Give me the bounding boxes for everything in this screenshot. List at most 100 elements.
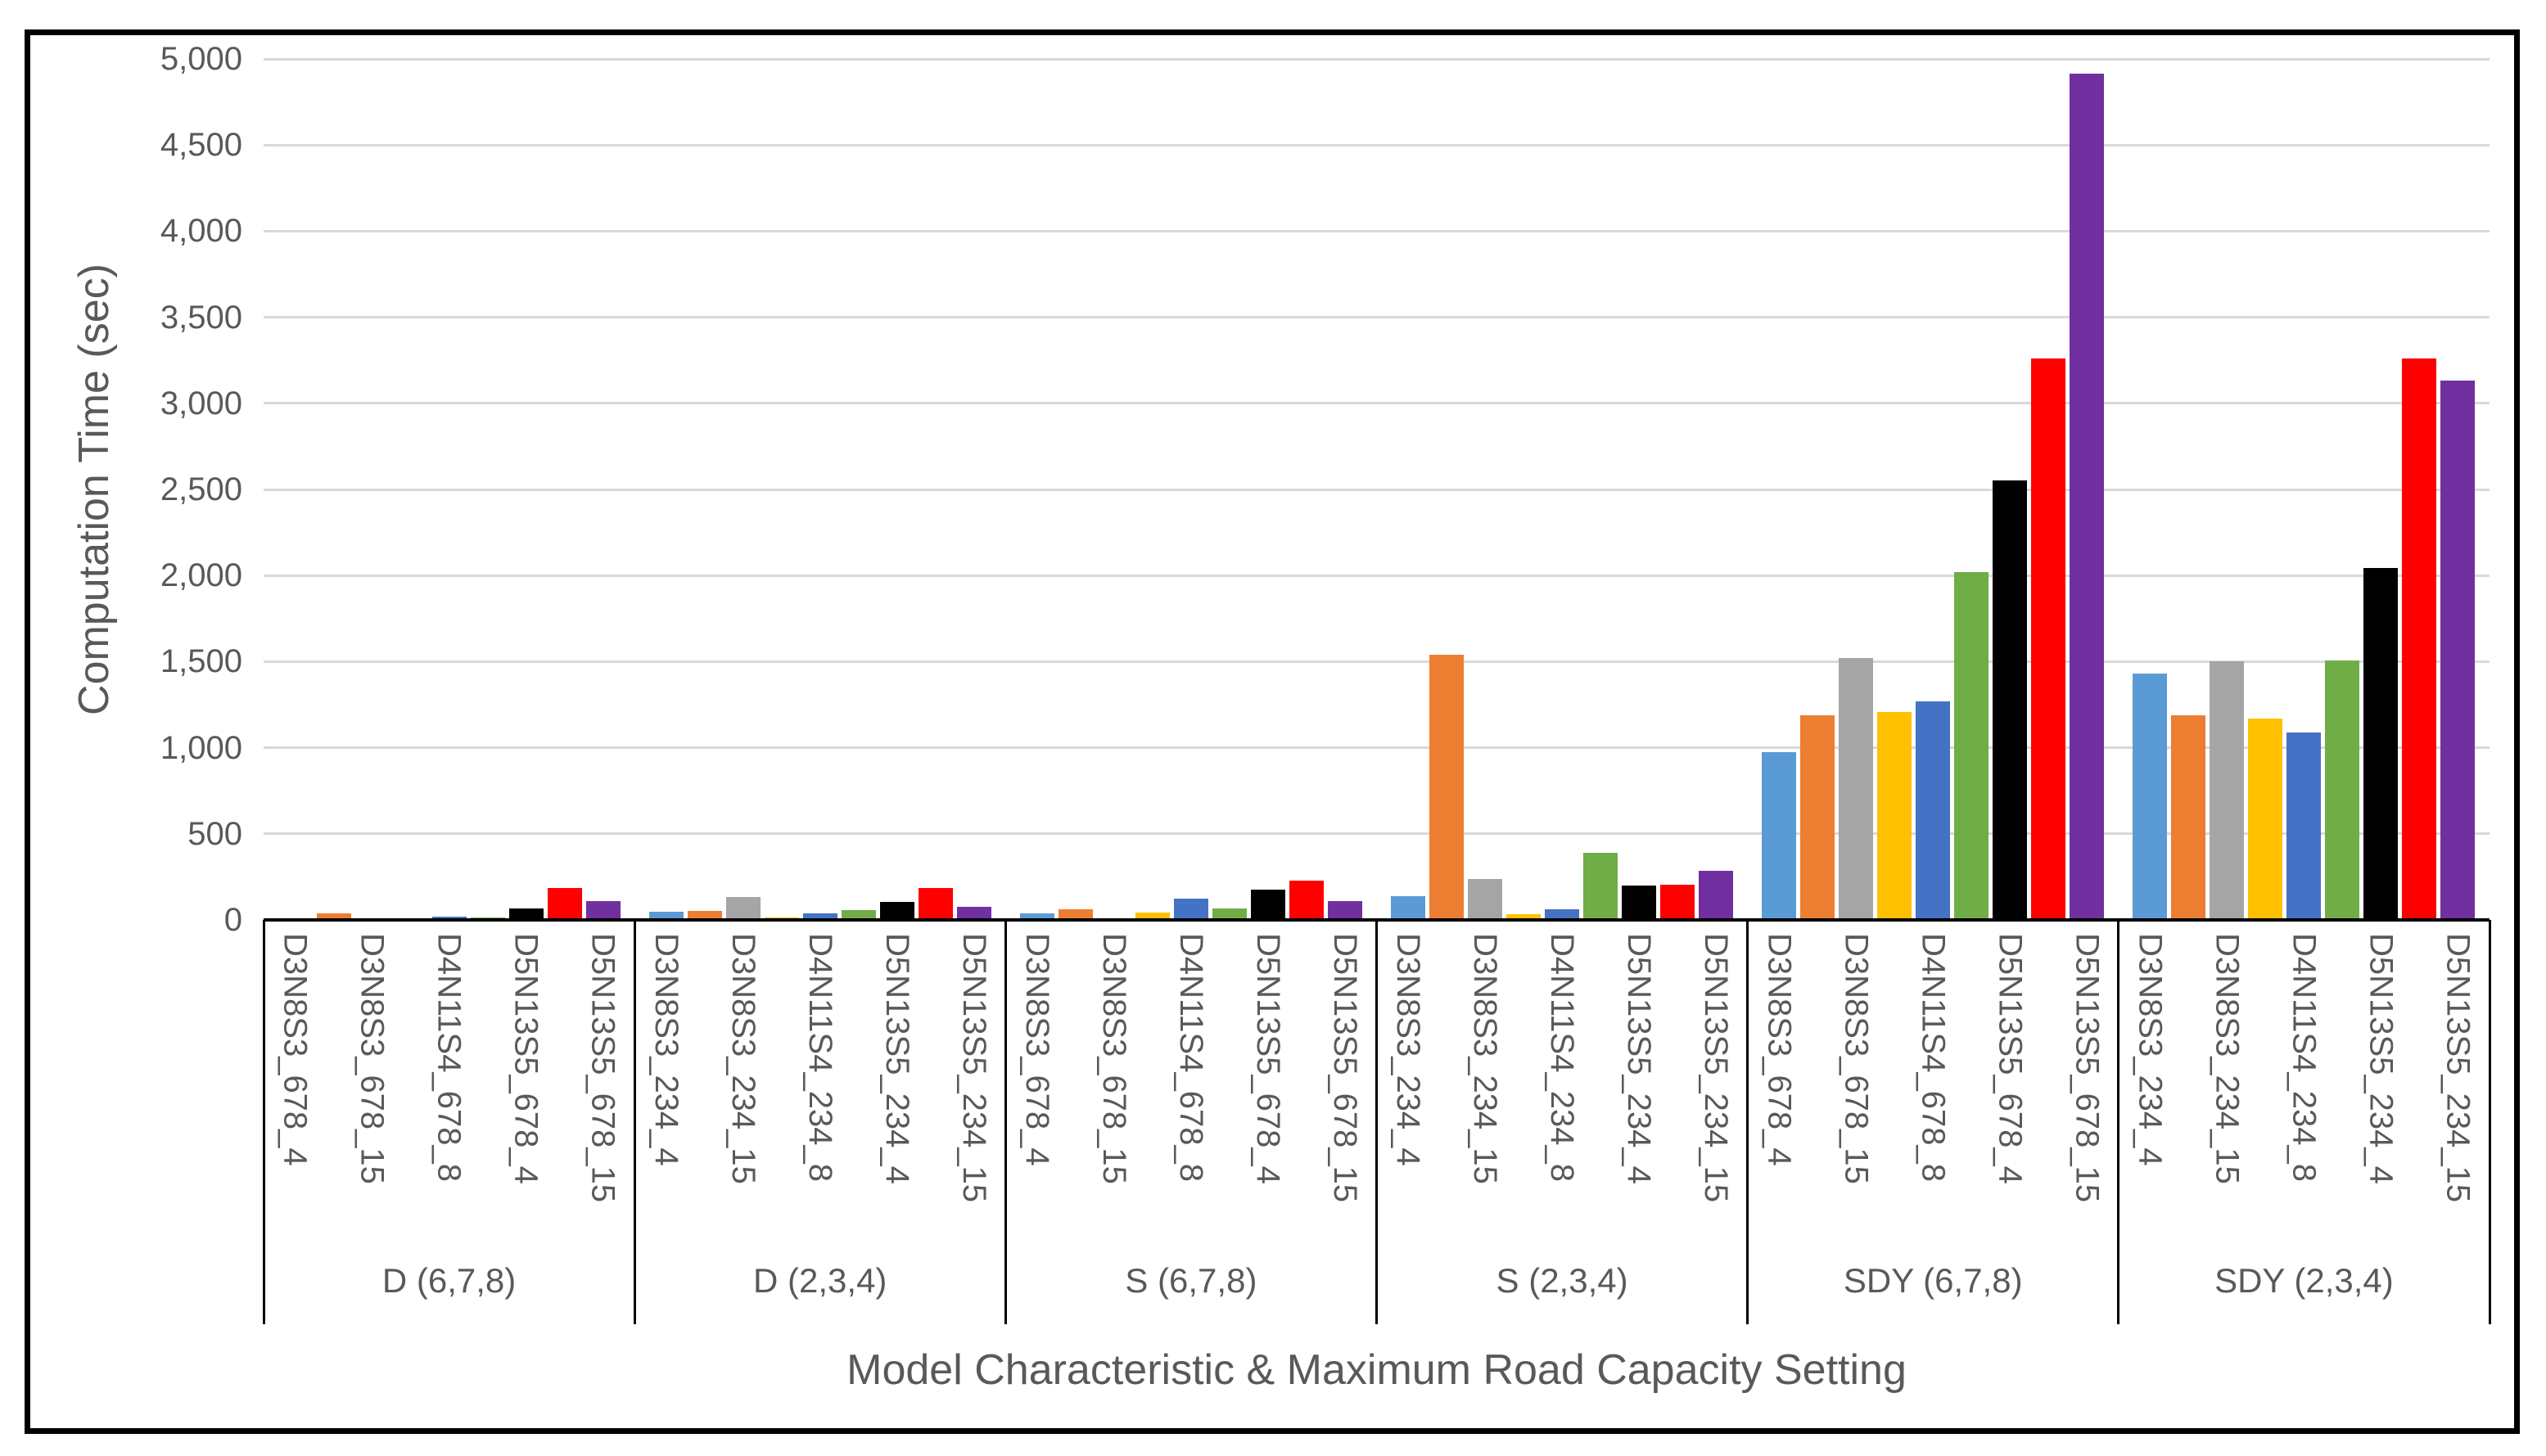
x-tick-label: D5N13S5_234_15 bbox=[955, 933, 992, 1203]
y-tick-label-3500: 3,500 bbox=[160, 299, 242, 336]
bar-SDY (2,3,4)-4 bbox=[2286, 732, 2322, 920]
x-tick-label: D5N13S5_678_15 bbox=[585, 933, 621, 1203]
bar-SDY (2,3,4)-5 bbox=[2325, 660, 2360, 920]
bar-D (2,3,4)-6 bbox=[879, 901, 914, 920]
x-tick-label: D3N8S3_234_4 bbox=[648, 933, 684, 1166]
bar-D (6,7,8)-8 bbox=[585, 900, 621, 920]
bar-group-SDY (2,3,4) bbox=[2119, 59, 2490, 920]
bar-group-D (6,7,8) bbox=[264, 59, 634, 920]
bar-D (2,3,4)-4 bbox=[802, 913, 837, 920]
gridline-2000 bbox=[264, 574, 2490, 577]
y-tick-label-0: 0 bbox=[223, 902, 242, 938]
x-tick-label: D5N13S5_234_4 bbox=[2363, 933, 2399, 1184]
bar-SDY (6,7,8)-1 bbox=[1800, 714, 1835, 920]
bar-SDY (2,3,4)-8 bbox=[2440, 381, 2476, 920]
bar-SDY (2,3,4)-7 bbox=[2402, 358, 2437, 920]
x-tick-label: D4N11S4_678_8 bbox=[1172, 933, 1209, 1182]
x-tick-label: D5N13S5_678_4 bbox=[1249, 933, 1286, 1184]
bar-S (6,7,8)-5 bbox=[1212, 908, 1247, 920]
bar-S (2,3,4)-3 bbox=[1506, 913, 1542, 920]
x-axis-line bbox=[264, 918, 2490, 922]
bar-group-S (6,7,8) bbox=[1005, 59, 1376, 920]
bar-S (2,3,4)-0 bbox=[1391, 895, 1426, 920]
group-label-SDY (6,7,8): SDY (6,7,8) bbox=[1843, 1261, 2023, 1300]
y-tick-label-2000: 2,000 bbox=[160, 557, 242, 594]
bar-SDY (2,3,4)-1 bbox=[2171, 714, 2206, 920]
x-tick-label: D3N8S3_234_15 bbox=[2209, 933, 2246, 1184]
bar-S (2,3,4)-8 bbox=[1699, 871, 1734, 920]
bar-SDY (6,7,8)-7 bbox=[2031, 358, 2066, 920]
group-separator bbox=[1004, 920, 1007, 1324]
group-separator bbox=[1375, 920, 1378, 1324]
bar-group-SDY (6,7,8) bbox=[1748, 59, 2119, 920]
x-tick-label: D5N13S5_234_15 bbox=[2440, 933, 2476, 1203]
bar-SDY (2,3,4)-0 bbox=[2133, 674, 2168, 920]
x-tick-label: D3N8S3_234_4 bbox=[1390, 933, 1427, 1166]
gridline-5000 bbox=[264, 57, 2490, 61]
y-tick-label-1500: 1,500 bbox=[160, 643, 242, 680]
bar-group-S (2,3,4) bbox=[1377, 59, 1748, 920]
bar-D (2,3,4)-5 bbox=[841, 910, 876, 920]
bar-SDY (2,3,4)-3 bbox=[2248, 718, 2283, 920]
x-tick-label: D5N13S5_678_4 bbox=[508, 933, 544, 1184]
x-tick-label: D5N13S5_234_4 bbox=[1621, 933, 1658, 1184]
bar-S (6,7,8)-4 bbox=[1173, 899, 1208, 920]
bar-D (6,7,8)-4 bbox=[431, 916, 467, 920]
bar-SDY (6,7,8)-6 bbox=[1993, 480, 2028, 920]
bar-SDY (2,3,4)-2 bbox=[2210, 661, 2245, 920]
x-tick-label: D3N8S3_678_15 bbox=[1095, 933, 1132, 1184]
bar-SDY (6,7,8)-5 bbox=[1954, 572, 1989, 920]
group-separator bbox=[633, 920, 636, 1324]
group-separator bbox=[262, 920, 265, 1324]
y-tick-label-4500: 4,500 bbox=[160, 127, 242, 164]
group-label-D (6,7,8): D (6,7,8) bbox=[381, 1261, 517, 1300]
bar-S (6,7,8)-0 bbox=[1019, 913, 1054, 920]
group-separator bbox=[1746, 920, 1749, 1324]
x-axis-title: Model Characteristic & Maximum Road Capa… bbox=[846, 1346, 1907, 1394]
x-tick-label: D3N8S3_234_4 bbox=[2132, 933, 2169, 1166]
bar-D (2,3,4)-1 bbox=[687, 911, 722, 920]
x-tick-label: D5N13S5_678_15 bbox=[2069, 933, 2106, 1203]
bar-D (2,3,4)-7 bbox=[918, 888, 953, 920]
gridline-3000 bbox=[264, 402, 2490, 405]
gridline-4500 bbox=[264, 143, 2490, 147]
x-tick-label: D3N8S3_234_15 bbox=[1467, 933, 1504, 1184]
x-tick-label: D4N11S4_234_8 bbox=[2286, 933, 2323, 1182]
x-tick-label: D3N8S3_234_15 bbox=[725, 933, 761, 1184]
bar-D (6,7,8)-6 bbox=[508, 908, 544, 920]
gridline-1000 bbox=[264, 746, 2490, 750]
group-label-S (2,3,4): S (2,3,4) bbox=[1496, 1261, 1628, 1300]
bar-S (2,3,4)-6 bbox=[1622, 885, 1657, 920]
bar-S (2,3,4)-5 bbox=[1583, 852, 1618, 920]
x-tick-label: D4N11S4_678_8 bbox=[431, 933, 467, 1182]
bar-D (6,7,8)-1 bbox=[316, 913, 351, 920]
group-label-SDY (2,3,4): SDY (2,3,4) bbox=[2214, 1261, 2394, 1300]
bar-SDY (2,3,4)-6 bbox=[2363, 567, 2399, 920]
y-tick-label-5000: 5,000 bbox=[160, 41, 242, 77]
x-tick-label: D3N8S3_678_4 bbox=[1761, 933, 1798, 1166]
x-tick-label: D3N8S3_678_4 bbox=[1018, 933, 1055, 1166]
x-tick-label: D3N8S3_678_15 bbox=[354, 933, 390, 1184]
y-tick-label-4000: 4,000 bbox=[160, 213, 242, 250]
bar-D (6,7,8)-7 bbox=[547, 888, 582, 920]
bar-S (2,3,4)-1 bbox=[1429, 654, 1465, 920]
y-tick-label-1000: 1,000 bbox=[160, 729, 242, 766]
bar-S (2,3,4)-2 bbox=[1468, 878, 1503, 920]
chart-outer-border bbox=[25, 29, 2520, 1434]
group-label-D (2,3,4): D (2,3,4) bbox=[753, 1261, 887, 1300]
group-label-S (6,7,8): S (6,7,8) bbox=[1125, 1261, 1257, 1300]
bar-SDY (6,7,8)-0 bbox=[1762, 751, 1797, 920]
x-tick-label: D3N8S3_678_4 bbox=[277, 933, 314, 1166]
x-tick-label: D5N13S5_234_4 bbox=[878, 933, 915, 1184]
x-tick-label: D5N13S5_234_15 bbox=[1698, 933, 1735, 1203]
bar-SDY (6,7,8)-8 bbox=[2070, 73, 2105, 920]
x-tick-label: D4N11S4_678_8 bbox=[1915, 933, 1952, 1182]
bar-S (6,7,8)-1 bbox=[1058, 908, 1093, 920]
bar-S (6,7,8)-8 bbox=[1327, 900, 1362, 920]
gridline-2500 bbox=[264, 488, 2490, 491]
bar-SDY (6,7,8)-2 bbox=[1839, 658, 1874, 920]
y-tick-label-3000: 3,000 bbox=[160, 385, 242, 421]
bar-S (2,3,4)-7 bbox=[1660, 884, 1695, 920]
bar-D (2,3,4)-8 bbox=[956, 906, 991, 920]
